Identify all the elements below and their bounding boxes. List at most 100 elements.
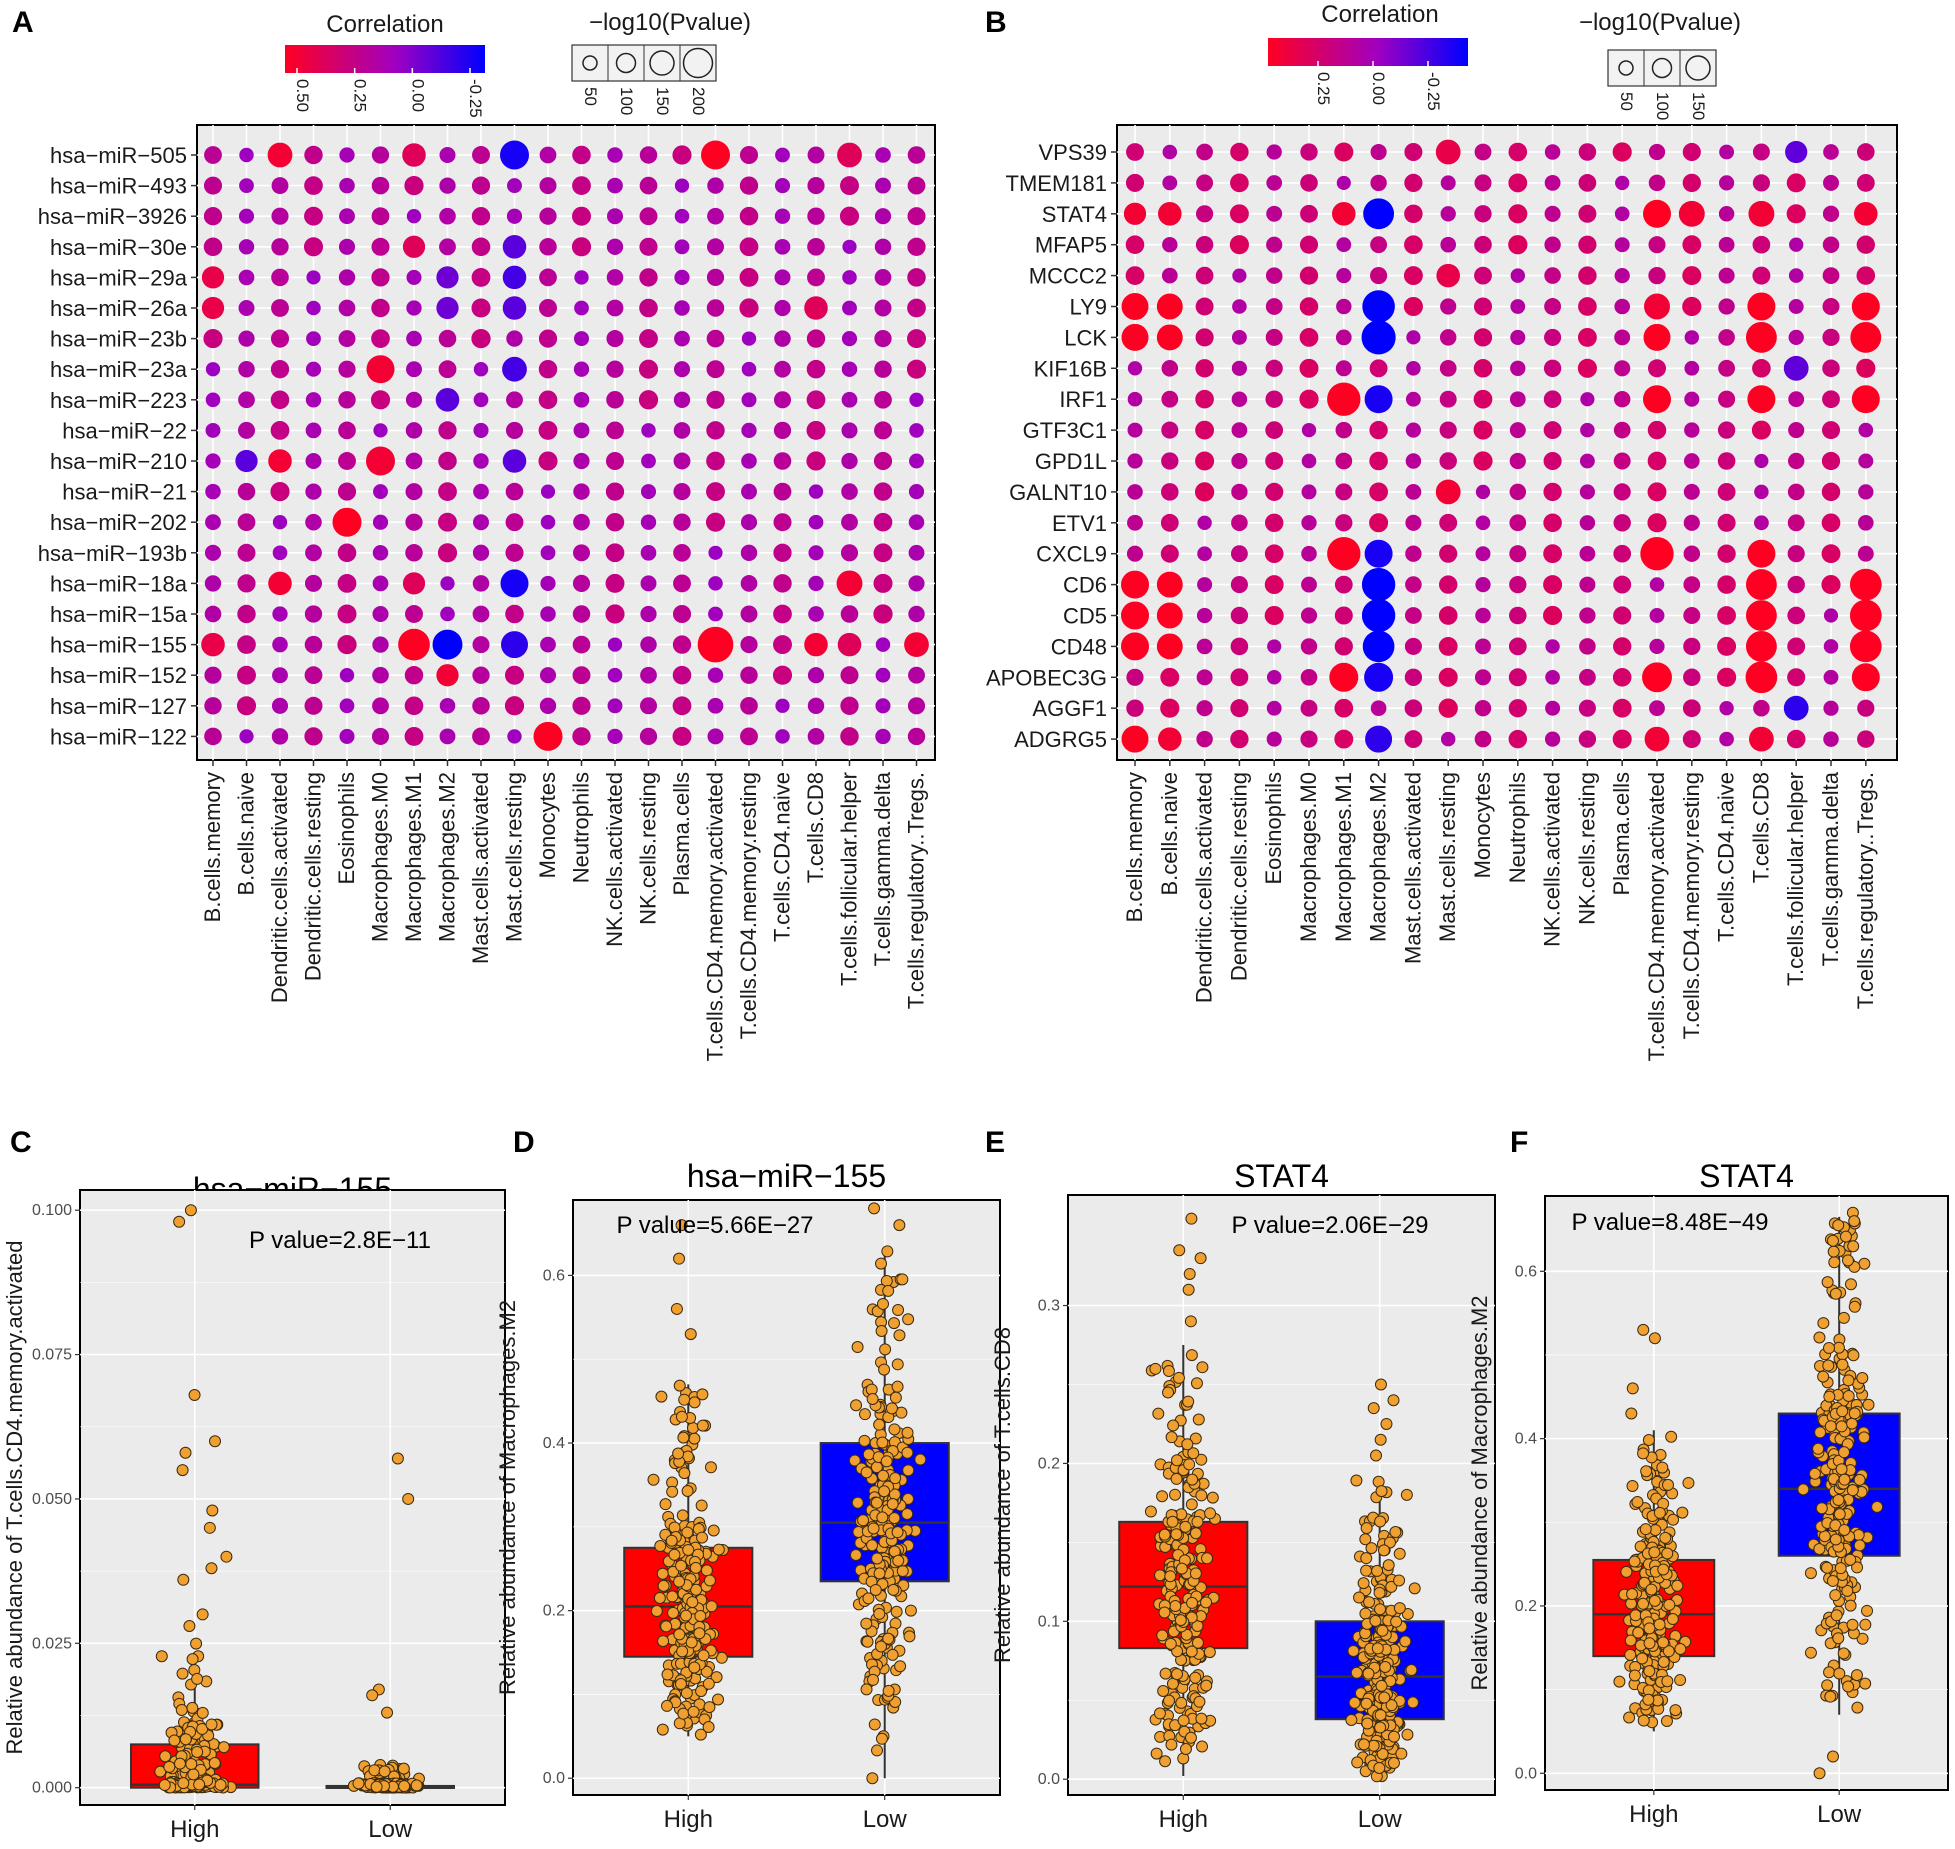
- bubble: [640, 636, 657, 653]
- bubble: [1578, 235, 1597, 254]
- data-point: [703, 1701, 716, 1714]
- data-point: [877, 1297, 890, 1310]
- bubble: [306, 331, 321, 347]
- data-point: [1859, 1677, 1872, 1690]
- bubble: [238, 269, 255, 286]
- data-point: [657, 1635, 670, 1648]
- bubble: [1544, 174, 1561, 191]
- data-point: [1830, 1609, 1843, 1622]
- bubble: [538, 420, 558, 440]
- p-value-annotation: P value=8.48E−49: [1571, 1209, 1768, 1236]
- row-label: hsa−miR−152: [50, 663, 187, 688]
- bubble: [739, 237, 759, 257]
- data-point: [1642, 1693, 1655, 1706]
- bubble: [436, 296, 459, 320]
- bubble: [875, 177, 891, 194]
- row-label: CD48: [1051, 634, 1107, 659]
- bubble: [1544, 267, 1561, 284]
- bubble: [304, 666, 323, 685]
- bubble: [540, 575, 556, 591]
- data-point: [877, 1469, 890, 1482]
- bubble: [1404, 668, 1423, 686]
- data-point: [1347, 1644, 1360, 1657]
- panel-letter: A: [12, 6, 34, 39]
- bubble: [338, 421, 356, 440]
- data-point: [666, 1590, 679, 1603]
- col-label: Dendritic.cells.activated: [1192, 772, 1217, 1003]
- bubble: [398, 628, 430, 661]
- bubble: [304, 145, 323, 165]
- bubble: [1849, 630, 1882, 663]
- y-tick-label: 0.100: [32, 1202, 72, 1219]
- bubble: [1508, 699, 1527, 718]
- data-point-outlier: [183, 1619, 196, 1632]
- bubble: [1719, 701, 1734, 716]
- bubble: [1265, 390, 1283, 408]
- row-label: ADGRG5: [1014, 727, 1107, 752]
- bubble: [373, 423, 388, 438]
- bubble: [1545, 669, 1560, 685]
- bubble: [641, 423, 656, 438]
- bubble: [539, 667, 557, 684]
- bubble: [1438, 606, 1458, 625]
- bubble: [1683, 637, 1701, 656]
- data-point: [1851, 1561, 1864, 1574]
- y-tick-label: 0.0: [1515, 1765, 1537, 1782]
- bubble: [907, 146, 926, 164]
- bubble: [1266, 731, 1282, 747]
- bubble: [337, 482, 357, 501]
- data-point: [1835, 1420, 1848, 1433]
- bubble: [1327, 382, 1361, 416]
- bubble: [1160, 513, 1179, 532]
- data-point: [660, 1699, 673, 1712]
- bubble: [1301, 484, 1317, 500]
- data-point: [1817, 1317, 1830, 1330]
- data-point: [665, 1534, 678, 1547]
- panel-a: A Correlation 0.50 0.25 0.00 -0.25 −log10(Pval…: [12, 6, 936, 1061]
- bubble: [404, 175, 424, 196]
- bubble: [907, 697, 926, 715]
- data-point: [1200, 1596, 1213, 1609]
- data-point: [893, 1329, 906, 1342]
- x-category-label: Low: [1817, 1801, 1862, 1828]
- bubble: [438, 482, 457, 501]
- bubble: [1823, 608, 1839, 623]
- col-label: T.cells.follicular.helper: [837, 772, 862, 986]
- bubble: [638, 359, 659, 379]
- row-label: LY9: [1069, 295, 1107, 320]
- data-point: [678, 1467, 691, 1480]
- bubble: [1156, 324, 1183, 351]
- bubble: [1127, 514, 1143, 531]
- data-point: [860, 1617, 873, 1630]
- bubble: [708, 576, 723, 591]
- panel-c: Chsa−miR−1550.0000.0250.0500.0750.100Hig…: [2, 1126, 506, 1843]
- bubble: [502, 235, 527, 259]
- bubble: [1787, 483, 1805, 501]
- bubble: [1230, 606, 1249, 625]
- data-point-outlier: [366, 1689, 379, 1702]
- bubble: [740, 544, 758, 562]
- data-point: [876, 1436, 889, 1449]
- data-point: [1838, 1523, 1851, 1536]
- data-point: [694, 1610, 707, 1623]
- bubble: [1162, 236, 1178, 253]
- bubble: [1439, 544, 1458, 563]
- col-label: B.cells.naive: [234, 772, 259, 896]
- data-point: [666, 1485, 679, 1498]
- bubble: [1578, 668, 1596, 686]
- bubble: [268, 449, 292, 473]
- row-label: hsa−miR−193b: [38, 541, 187, 566]
- bubble: [1580, 392, 1595, 407]
- data-point: [1821, 1276, 1834, 1289]
- data-point: [686, 1596, 699, 1609]
- bubble: [607, 637, 623, 652]
- bubble: [305, 544, 322, 562]
- bubble: [1509, 606, 1527, 625]
- data-point: [191, 1745, 204, 1758]
- data-point: [1182, 1395, 1195, 1408]
- data-point-outlier: [1847, 1240, 1860, 1253]
- bubble: [1405, 391, 1421, 407]
- bubble: [1361, 598, 1396, 633]
- data-point: [175, 1704, 188, 1717]
- y-tick-label: 0.000: [32, 1780, 72, 1797]
